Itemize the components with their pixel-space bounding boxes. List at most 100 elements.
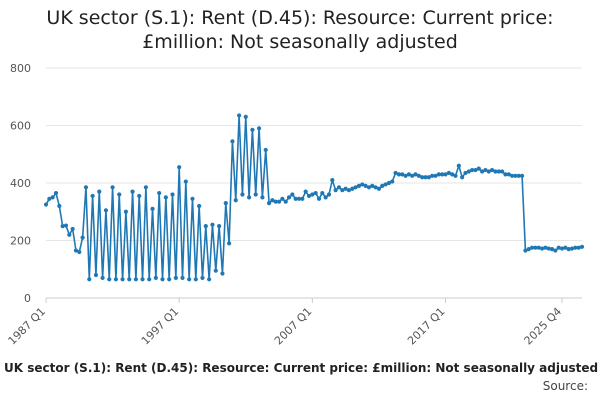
data-point bbox=[157, 190, 162, 196]
data-point bbox=[403, 173, 408, 178]
data-point bbox=[197, 203, 202, 209]
x-tick-label-0: 1987 Q1 bbox=[6, 305, 49, 348]
data-point bbox=[97, 189, 102, 194]
series-group bbox=[43, 113, 585, 282]
data-point bbox=[183, 179, 188, 184]
data-point bbox=[80, 235, 85, 240]
data-point bbox=[390, 179, 395, 184]
data-point bbox=[246, 195, 252, 200]
source-label: Source: bbox=[542, 379, 588, 393]
data-point bbox=[276, 199, 282, 204]
data-point bbox=[430, 173, 435, 178]
data-point bbox=[53, 190, 59, 196]
data-point bbox=[306, 193, 312, 199]
data-point bbox=[286, 195, 292, 200]
data-point bbox=[90, 193, 95, 199]
y-tick-label-0: 0 bbox=[24, 292, 31, 305]
data-point bbox=[416, 173, 421, 178]
data-point bbox=[243, 114, 248, 119]
data-point bbox=[566, 247, 571, 252]
data-point bbox=[123, 209, 128, 214]
data-point bbox=[173, 275, 178, 280]
data-point bbox=[486, 169, 491, 174]
data-point bbox=[180, 275, 185, 280]
data-point bbox=[420, 175, 425, 180]
data-point bbox=[396, 172, 401, 177]
data-point bbox=[70, 226, 75, 232]
data-point bbox=[370, 183, 375, 188]
data-point bbox=[356, 183, 362, 188]
data-point bbox=[386, 180, 392, 186]
x-axis: 1987 Q1 1997 Q1 2007 Q1 2017 Q1 2025 Q4 bbox=[6, 298, 564, 348]
data-point bbox=[163, 195, 168, 200]
data-point bbox=[193, 277, 198, 282]
data-point bbox=[330, 178, 335, 183]
y-tick-label-800: 800 bbox=[10, 62, 31, 75]
data-point bbox=[463, 170, 468, 176]
data-point bbox=[207, 277, 212, 282]
data-point bbox=[336, 185, 342, 190]
data-point bbox=[573, 245, 578, 250]
data-point bbox=[340, 188, 345, 193]
data-point bbox=[373, 185, 378, 190]
data-point bbox=[147, 277, 152, 282]
data-point bbox=[326, 192, 332, 197]
data-point bbox=[140, 277, 145, 282]
data-point bbox=[303, 189, 308, 194]
data-point bbox=[177, 165, 182, 170]
data-point bbox=[480, 169, 485, 174]
data-point bbox=[569, 246, 575, 251]
data-point bbox=[300, 196, 305, 201]
data-point bbox=[513, 173, 518, 178]
data-point bbox=[296, 196, 302, 201]
data-point bbox=[293, 196, 298, 201]
data-point bbox=[493, 169, 498, 174]
data-point bbox=[446, 170, 451, 176]
data-point bbox=[143, 185, 148, 190]
data-point bbox=[316, 196, 322, 201]
data-point bbox=[270, 198, 275, 203]
data-point bbox=[203, 224, 208, 229]
data-point bbox=[423, 175, 428, 180]
x-tick-label-2: 2007 Q1 bbox=[272, 305, 315, 348]
data-point bbox=[137, 193, 142, 199]
data-point bbox=[313, 190, 318, 196]
data-point bbox=[383, 182, 388, 187]
data-point bbox=[83, 185, 89, 190]
data-point bbox=[47, 196, 52, 201]
data-point bbox=[160, 277, 165, 282]
data-point bbox=[353, 185, 358, 190]
data-point bbox=[130, 189, 135, 194]
data-point bbox=[107, 277, 112, 282]
data-point bbox=[100, 275, 105, 280]
y-tick-label-200: 200 bbox=[10, 235, 31, 248]
data-point bbox=[393, 170, 398, 176]
x-tick-label-1: 1997 Q1 bbox=[139, 305, 182, 348]
data-point bbox=[57, 203, 62, 209]
data-point bbox=[227, 241, 232, 246]
data-point bbox=[453, 173, 458, 178]
data-point bbox=[549, 247, 555, 252]
y-tick-label-600: 600 bbox=[10, 120, 31, 133]
data-point bbox=[113, 277, 119, 282]
data-point bbox=[500, 169, 505, 174]
data-point bbox=[50, 195, 55, 200]
data-point bbox=[213, 268, 218, 273]
data-point bbox=[460, 175, 465, 180]
data-point bbox=[410, 173, 415, 178]
data-point bbox=[127, 277, 132, 282]
data-point bbox=[576, 245, 581, 250]
data-point bbox=[63, 223, 69, 228]
data-point bbox=[503, 172, 508, 177]
data-point bbox=[153, 275, 158, 280]
data-point bbox=[536, 245, 541, 250]
data-point bbox=[376, 186, 382, 191]
data-point bbox=[496, 169, 501, 174]
data-point bbox=[283, 199, 288, 204]
data-point bbox=[310, 192, 315, 197]
data-point bbox=[363, 183, 368, 188]
data-point bbox=[150, 206, 155, 211]
data-point bbox=[167, 277, 172, 282]
data-point bbox=[117, 192, 122, 197]
data-point bbox=[120, 277, 125, 282]
